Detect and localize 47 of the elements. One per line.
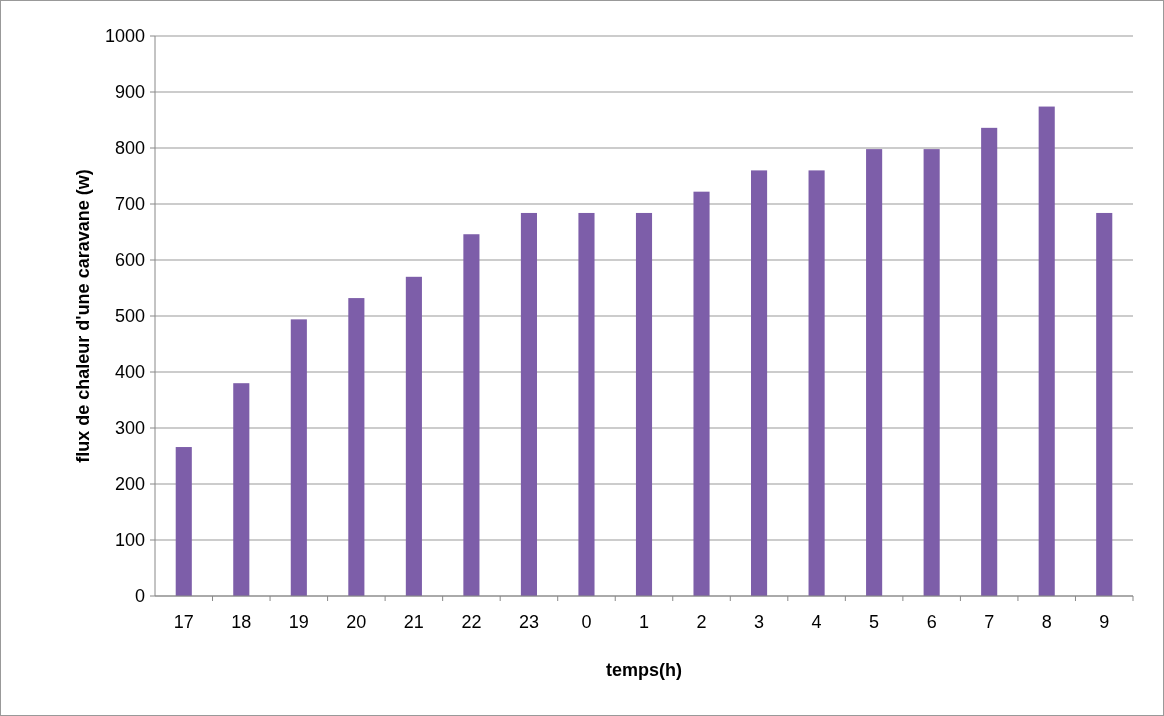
x-tick-label: 19 — [288, 612, 309, 632]
bar — [348, 298, 365, 596]
bar — [693, 191, 710, 596]
x-tick-label: 17 — [173, 612, 194, 632]
x-tick-label: 21 — [403, 612, 424, 632]
y-tick-label: 0 — [134, 586, 145, 607]
y-tick-label: 1000 — [104, 26, 145, 47]
y-tick-label: 800 — [114, 138, 145, 159]
bar — [866, 149, 883, 596]
x-tick-label: 7 — [984, 612, 995, 632]
y-axis-title: flux de chaleur d'une caravane (w) — [73, 169, 93, 463]
bar — [578, 212, 595, 596]
x-tick-label: 4 — [811, 612, 822, 632]
x-tick-label: 6 — [926, 612, 937, 632]
bar — [233, 383, 250, 596]
bar — [520, 212, 537, 596]
y-tick-label: 100 — [114, 530, 145, 551]
bar — [808, 170, 825, 596]
x-tick-label: 2 — [696, 612, 707, 632]
x-tick-label: 5 — [869, 612, 880, 632]
bar — [981, 127, 998, 596]
bar — [405, 276, 422, 596]
bar — [923, 149, 940, 596]
y-tick-label: 700 — [114, 194, 145, 215]
y-tick-label: 500 — [114, 306, 145, 327]
x-tick-label: 20 — [346, 612, 367, 632]
bar — [290, 319, 307, 596]
bar — [175, 447, 192, 596]
y-tick-label: 600 — [114, 250, 145, 271]
x-tick-label: 1 — [638, 612, 650, 632]
x-tick-label: 23 — [518, 612, 539, 632]
bar — [751, 170, 768, 596]
x-tick-label: 18 — [231, 612, 252, 632]
x-axis-title: temps(h) — [606, 660, 682, 680]
x-tick-label: 9 — [1099, 612, 1110, 632]
bar — [635, 212, 653, 596]
bar — [1038, 106, 1055, 596]
y-tick-label: 200 — [114, 474, 145, 495]
bar — [463, 234, 480, 596]
y-tick-label: 300 — [114, 418, 145, 439]
x-tick-label: 0 — [581, 612, 592, 632]
x-tick-label: 8 — [1041, 612, 1052, 632]
x-tick-label: 3 — [754, 612, 765, 632]
y-tick-label: 400 — [114, 362, 145, 383]
bar — [1096, 212, 1113, 596]
x-tick-label: 22 — [461, 612, 482, 632]
y-tick-label: 900 — [114, 82, 145, 103]
